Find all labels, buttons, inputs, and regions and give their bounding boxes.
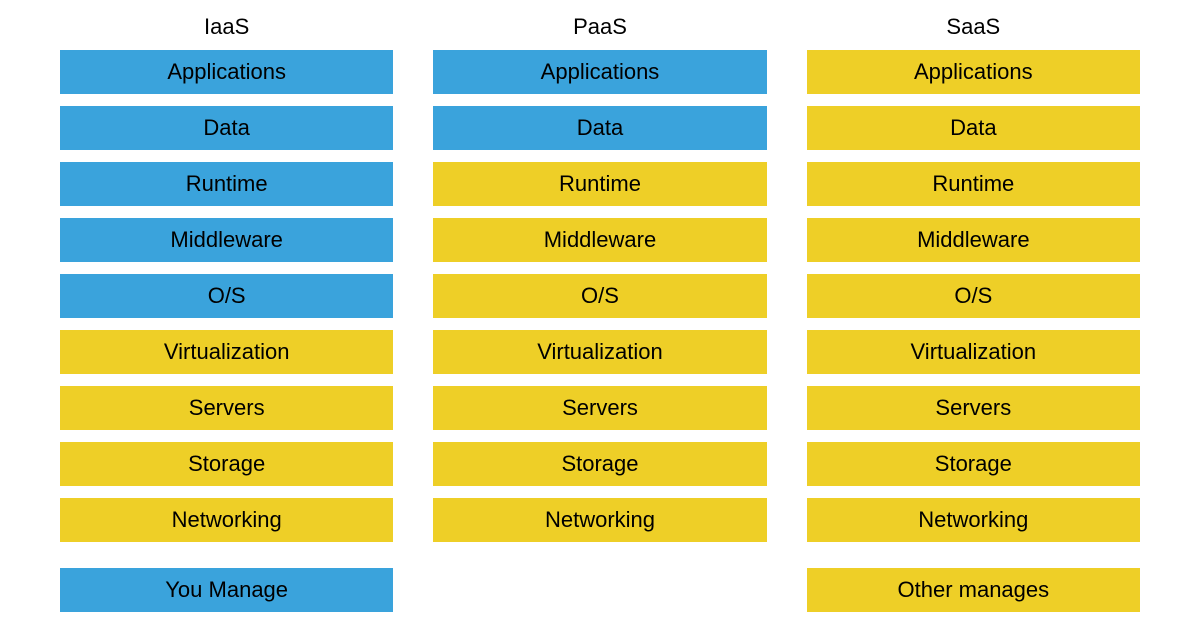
legend-gap — [60, 554, 393, 568]
layer-cell: Networking — [807, 498, 1140, 542]
layer-cell: Storage — [60, 442, 393, 486]
layer-cell: Servers — [433, 386, 766, 430]
layer-cell: Networking — [433, 498, 766, 542]
layer-cell: Virtualization — [60, 330, 393, 374]
layer-cell: Applications — [60, 50, 393, 94]
cloud-models-grid: IaaS Applications Data Runtime Middlewar… — [60, 14, 1140, 624]
layer-cell: Servers — [807, 386, 1140, 430]
column-saas: SaaS Applications Data Runtime Middlewar… — [807, 14, 1140, 624]
layer-cell: O/S — [60, 274, 393, 318]
column-paas: PaaS Applications Data Runtime Middlewar… — [433, 14, 766, 624]
layer-cell: O/S — [433, 274, 766, 318]
layer-cell: Storage — [433, 442, 766, 486]
layer-cell: Virtualization — [807, 330, 1140, 374]
layer-cell: Storage — [807, 442, 1140, 486]
legend-other-manages: Other manages — [807, 568, 1140, 612]
layer-cell: Applications — [807, 50, 1140, 94]
column-title: SaaS — [807, 14, 1140, 40]
layer-cell: Runtime — [60, 162, 393, 206]
layer-cell: Middleware — [60, 218, 393, 262]
layer-cell: Data — [807, 106, 1140, 150]
layer-cell: Data — [60, 106, 393, 150]
layer-cell: Data — [433, 106, 766, 150]
column-title: PaaS — [433, 14, 766, 40]
layer-cell: Runtime — [807, 162, 1140, 206]
layer-cell: O/S — [807, 274, 1140, 318]
layer-cell: Middleware — [807, 218, 1140, 262]
column-title: IaaS — [60, 14, 393, 40]
legend-gap — [433, 554, 766, 568]
column-iaas: IaaS Applications Data Runtime Middlewar… — [60, 14, 393, 624]
layer-cell: Networking — [60, 498, 393, 542]
layer-cell: Virtualization — [433, 330, 766, 374]
layer-cell: Applications — [433, 50, 766, 94]
layer-cell: Servers — [60, 386, 393, 430]
legend-gap — [807, 554, 1140, 568]
legend-you-manage: You Manage — [60, 568, 393, 612]
layer-cell: Middleware — [433, 218, 766, 262]
layer-cell: Runtime — [433, 162, 766, 206]
